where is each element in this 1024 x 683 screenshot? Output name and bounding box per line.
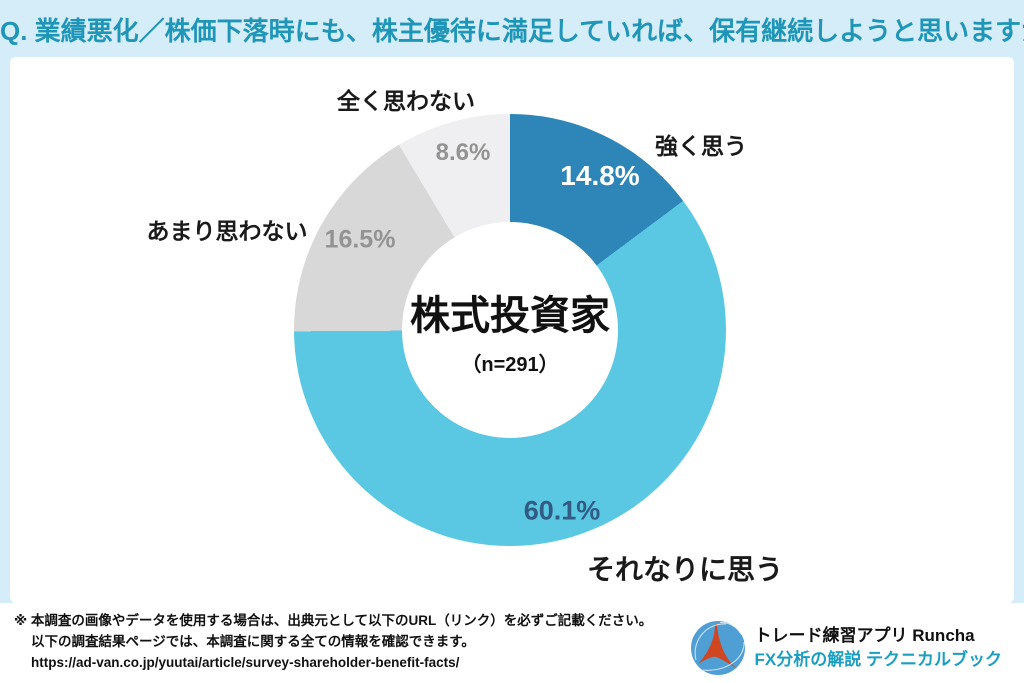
segment-label-not-really: あまり思わない	[146, 218, 308, 244]
donut-center: 株式投資家 （n=291）	[402, 222, 618, 438]
segment-value-not-at-all: 8.6%	[435, 139, 491, 166]
brand-app-name: トレード練習アプリ Runcha	[754, 626, 975, 645]
segment-label-somewhat: それなりに思う	[586, 554, 784, 585]
center-sublabel: （n=291）	[461, 354, 559, 376]
center-label: 株式投資家	[410, 294, 610, 338]
brand-block: トレード練習アプリ Runcha FX分析の解説 テクニカルブック	[690, 621, 1002, 675]
source-note-url: https://ad-van.co.jp/yuutai/article/surv…	[31, 655, 460, 670]
chart-card: 株式投資家 （n=291） 全く思わない 8.6% 強く思う 14.8% あまり…	[10, 57, 1014, 603]
donut-chart: 株式投資家 （n=291）	[294, 114, 726, 546]
source-note-line2: 以下の調査結果ページでは、本調査に関する全ての情報を確認できます。	[31, 634, 475, 649]
source-note: ※ 本調査の画像やデータを使用する場合は、出典元として以下のURL（リンク）を必…	[14, 610, 652, 673]
segment-value-not-really: 16.5%	[324, 225, 396, 254]
brand-text: トレード練習アプリ Runcha FX分析の解説 テクニカルブック	[755, 624, 1002, 672]
segment-value-strongly: 14.8%	[560, 160, 640, 191]
footer: ※ 本調査の画像やデータを使用する場合は、出典元として以下のURL（リンク）を必…	[0, 603, 1024, 683]
segment-label-not-at-all: 全く思わない	[337, 88, 475, 114]
segment-label-strongly: 強く思う	[655, 133, 747, 159]
question-title: Q. 業績悪化／株価下落時にも、株主優待に満足していれば、保有継続しようと思いま…	[0, 16, 1024, 46]
brand-tagline: FX分析の解説 テクニカルブック	[754, 650, 1002, 669]
source-note-line1: ※ 本調査の画像やデータを使用する場合は、出典元として以下のURL（リンク）を必…	[14, 613, 653, 628]
runcha-circle-logo-icon	[690, 621, 745, 675]
segment-value-somewhat: 60.1%	[523, 495, 601, 526]
